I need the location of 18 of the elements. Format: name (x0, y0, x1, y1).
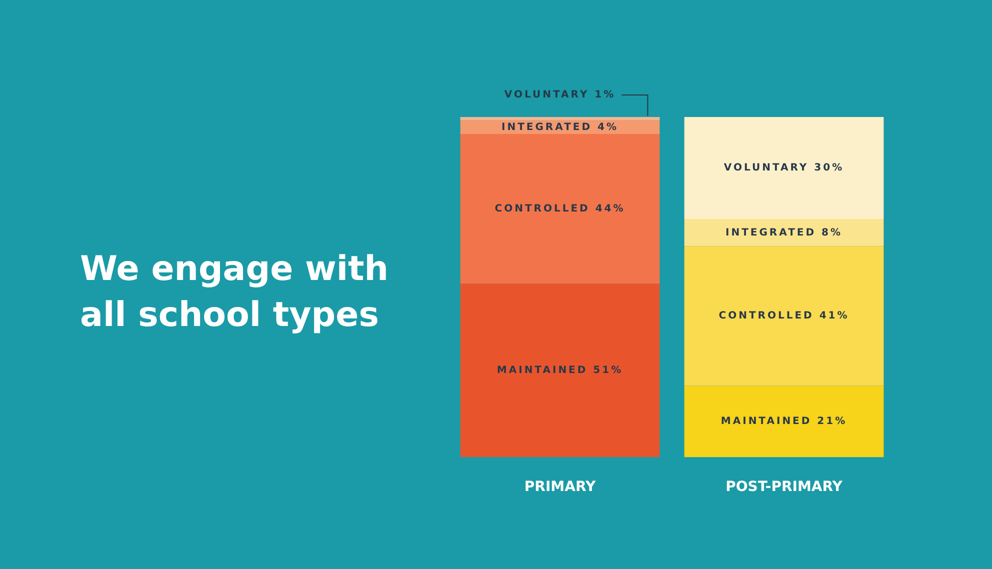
data-label: CONTROLLED 41% (718, 310, 850, 322)
data-label: MAINTAINED 21% (720, 416, 848, 428)
data-label: CONTROLLED 44% (494, 203, 626, 214)
bar (684, 386, 884, 458)
data-label: MAINTAINED 51% (496, 365, 624, 376)
bar (684, 246, 884, 386)
bar (460, 134, 660, 284)
bar (460, 284, 660, 458)
data-label: VOLUNTARY 1% (504, 90, 616, 101)
x-tick-label: POST-PRIMARY (726, 479, 844, 496)
text: We engage with all school types (80, 248, 390, 337)
data-label: INTEGRATED 4% (501, 122, 619, 133)
x-tick-label: PRIMARY (524, 479, 596, 496)
bar (684, 219, 884, 246)
bar (684, 117, 884, 220)
bar (460, 117, 660, 120)
data-label: VOLUNTARY 30% (724, 162, 844, 174)
data-label: INTEGRATED 8% (725, 227, 843, 238)
